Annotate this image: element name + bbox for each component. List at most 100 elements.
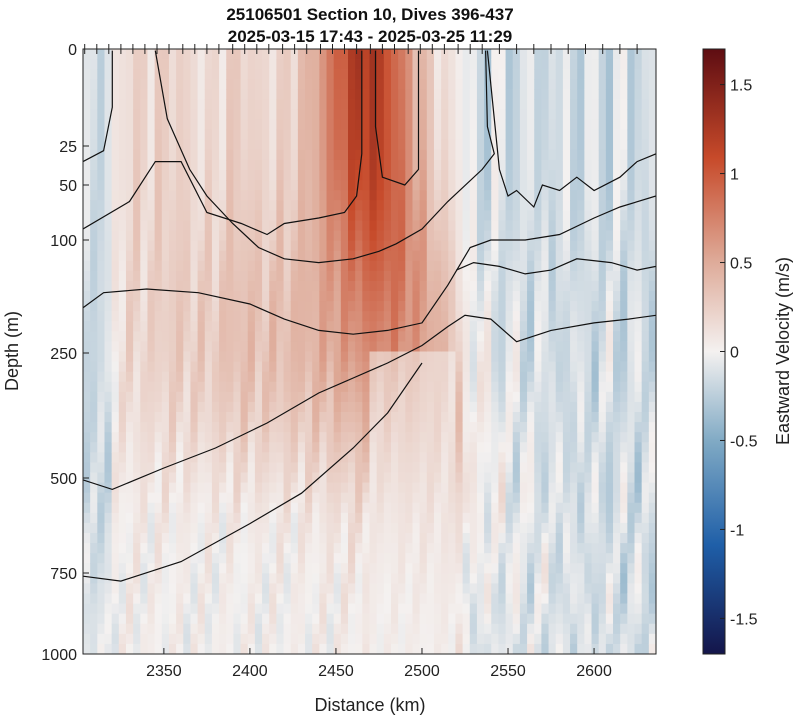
field-cell bbox=[262, 432, 270, 443]
field-cell bbox=[534, 563, 542, 574]
field-cell bbox=[419, 603, 428, 615]
field-cell bbox=[147, 220, 156, 232]
field-cell bbox=[161, 270, 170, 282]
field-cell bbox=[448, 533, 457, 544]
field-cell bbox=[641, 49, 650, 60]
field-cell bbox=[555, 331, 564, 343]
field-cell bbox=[548, 341, 557, 353]
field-cell bbox=[448, 200, 457, 211]
field-cell bbox=[577, 341, 585, 353]
field-cell bbox=[541, 220, 550, 232]
field-cell bbox=[348, 482, 356, 494]
field-cell bbox=[118, 502, 127, 514]
field-cell bbox=[211, 99, 220, 111]
field-cell bbox=[233, 472, 242, 484]
field-cell bbox=[505, 250, 514, 262]
field-cell bbox=[634, 129, 643, 141]
field-cell bbox=[541, 573, 550, 585]
field-cell bbox=[283, 543, 292, 554]
field-cell bbox=[648, 512, 656, 524]
field-cell bbox=[591, 79, 600, 90]
field-cell bbox=[97, 522, 106, 534]
field-cell bbox=[555, 563, 564, 574]
field-cell bbox=[240, 512, 249, 524]
field-cell bbox=[197, 291, 206, 302]
field-cell bbox=[426, 159, 435, 171]
field-cell bbox=[211, 49, 220, 60]
field-cell bbox=[204, 200, 213, 211]
field-cell bbox=[512, 522, 521, 534]
field-cell bbox=[641, 190, 650, 201]
field-cell bbox=[118, 553, 127, 564]
field-cell bbox=[276, 119, 285, 131]
field-cell bbox=[455, 472, 464, 484]
field-cell bbox=[355, 180, 363, 191]
field-cell bbox=[570, 482, 578, 494]
field-cell bbox=[641, 472, 650, 484]
field-cell bbox=[641, 422, 650, 433]
field-cell bbox=[648, 220, 656, 232]
field-cell bbox=[305, 230, 313, 242]
field-cell bbox=[620, 432, 628, 443]
field-cell bbox=[548, 69, 557, 80]
field-cell bbox=[125, 452, 134, 464]
field-cell bbox=[204, 553, 213, 564]
chart-subtitle: 2025-03-15 17:43 - 2025-03-25 11:29 bbox=[228, 27, 513, 46]
field-cell bbox=[154, 512, 163, 524]
field-cell bbox=[620, 512, 628, 524]
field-cell bbox=[398, 89, 406, 101]
field-cell bbox=[233, 381, 242, 393]
field-cell bbox=[591, 210, 600, 222]
field-cell bbox=[505, 583, 514, 595]
field-cell bbox=[441, 159, 449, 171]
field-cell bbox=[190, 270, 199, 282]
field-cell bbox=[83, 280, 91, 292]
field-cell bbox=[491, 502, 500, 514]
field-cell bbox=[161, 593, 170, 605]
field-cell bbox=[541, 280, 550, 292]
field-cell bbox=[226, 361, 235, 373]
field-cell bbox=[641, 462, 650, 474]
field-cell bbox=[276, 280, 285, 292]
field-cell bbox=[634, 280, 643, 292]
field-cell bbox=[140, 159, 149, 171]
field-cell bbox=[376, 260, 385, 272]
field-cell bbox=[534, 311, 542, 322]
field-cell bbox=[312, 220, 320, 232]
field-cell bbox=[262, 351, 270, 363]
field-cell bbox=[598, 623, 607, 635]
field-cell bbox=[226, 553, 235, 564]
field-cell bbox=[197, 573, 206, 585]
field-cell bbox=[254, 301, 263, 312]
field-cell bbox=[376, 462, 385, 474]
field-cell bbox=[613, 79, 621, 90]
field-cell bbox=[505, 593, 514, 605]
field-cell bbox=[247, 361, 256, 373]
field-cell bbox=[412, 623, 421, 635]
field-cell bbox=[634, 341, 643, 353]
field-cell bbox=[448, 593, 457, 605]
field-cell bbox=[240, 633, 249, 645]
field-cell bbox=[613, 472, 621, 484]
field-cell bbox=[527, 462, 535, 474]
field-cell bbox=[541, 401, 550, 413]
field-cell bbox=[340, 230, 349, 242]
field-cell bbox=[204, 119, 213, 131]
field-cell bbox=[605, 522, 614, 534]
field-cell bbox=[519, 603, 528, 615]
field-cell bbox=[305, 361, 313, 373]
field-cell bbox=[605, 270, 614, 282]
field-cell bbox=[620, 361, 628, 373]
field-cell bbox=[555, 522, 564, 534]
field-cell bbox=[276, 79, 285, 90]
field-cell bbox=[498, 159, 507, 171]
field-cell bbox=[104, 563, 113, 574]
field-cell bbox=[541, 512, 550, 524]
field-cell bbox=[605, 280, 614, 292]
field-cell bbox=[133, 210, 141, 222]
field-cell bbox=[627, 643, 636, 654]
field-cell bbox=[634, 442, 643, 453]
field-cell bbox=[340, 371, 349, 383]
field-cell bbox=[133, 442, 141, 453]
field-cell bbox=[476, 472, 485, 484]
